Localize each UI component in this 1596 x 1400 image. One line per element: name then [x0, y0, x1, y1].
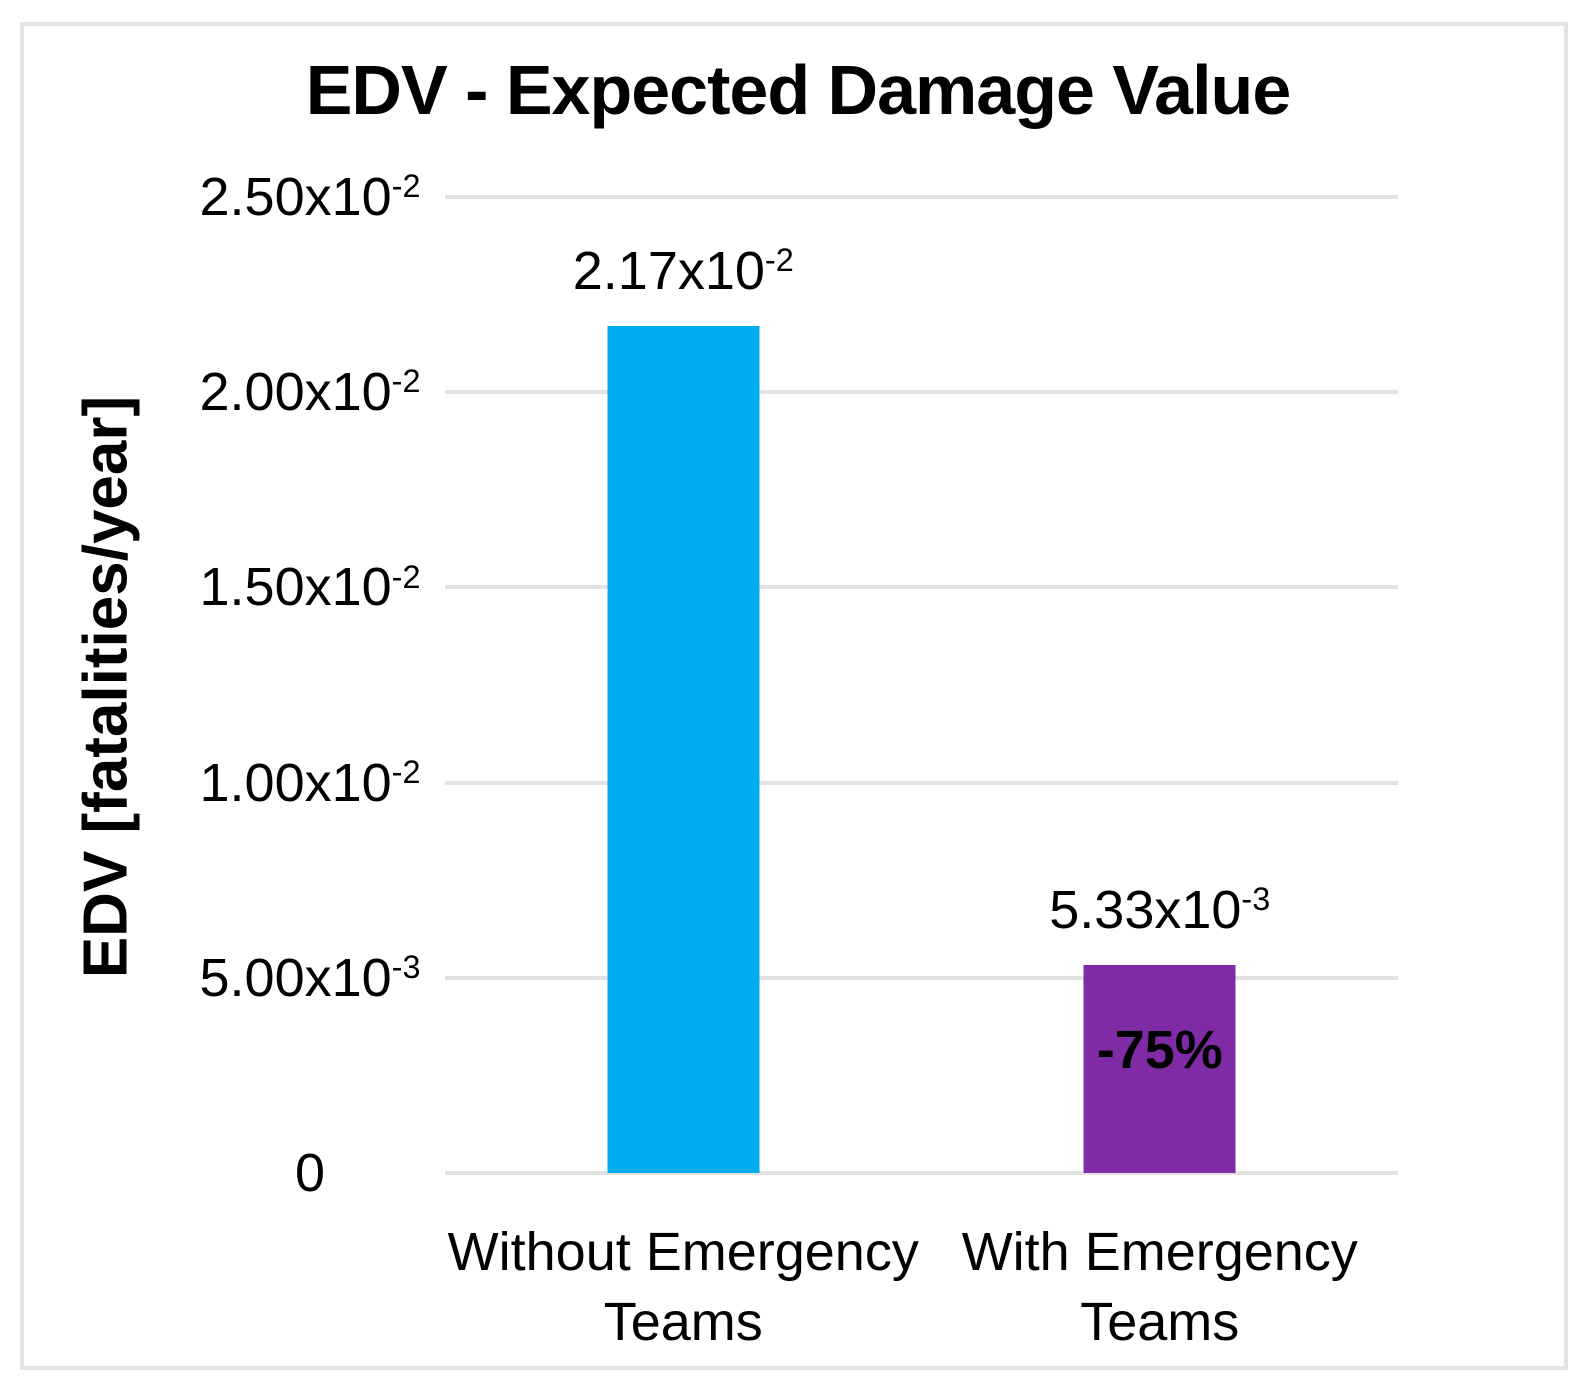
bar-value-mantissa: 2.17x10 [572, 240, 765, 301]
y-tick-label: 2.50x10-2 [95, 170, 525, 224]
y-tick-label: 2.00x10-2 [95, 365, 525, 419]
y-tick-mantissa: 5.00x10 [199, 947, 392, 1008]
x-category-label: Without Emergency Teams [447, 1222, 919, 1352]
y-tick-mantissa: 2.50x10 [199, 167, 392, 227]
gridline [445, 975, 1398, 980]
y-tick-label: 1.00x10-2 [95, 756, 525, 810]
bar-value-label: 5.33x10-3 [1049, 879, 1270, 941]
bar-without-emergency-teams [607, 325, 760, 1173]
bar-value-exponent: -2 [764, 242, 794, 279]
reduction-annotation: -75% [1096, 1019, 1223, 1080]
bar-with-emergency-teams: -75% [1083, 964, 1236, 1173]
gridline [445, 780, 1398, 785]
y-tick-label: 1.50x10-2 [95, 560, 525, 614]
y-tick-mantissa: 0 [294, 1143, 326, 1203]
y-tick-exponent: -2 [391, 753, 421, 790]
bar-value-exponent: -3 [1241, 881, 1271, 918]
y-tick-mantissa: 1.50x10 [199, 557, 392, 618]
y-tick-exponent: -2 [391, 558, 421, 595]
y-tick-exponent: -2 [391, 168, 421, 205]
y-tick-exponent: -3 [391, 948, 421, 985]
bar-value-mantissa: 5.33x10 [1049, 879, 1242, 940]
y-tick-mantissa: 2.00x10 [199, 362, 392, 423]
y-tick-exponent: -2 [391, 363, 421, 400]
bar-group-with-emergency-teams: 5.33x10-3 -75% [1049, 879, 1270, 1173]
y-tick-label: 5.00x10-3 [95, 951, 525, 1005]
gridline [445, 195, 1398, 199]
y-axis-tick-labels: 2.50x10-2 2.00x10-2 1.50x10-2 1.00x10-2 … [95, 170, 525, 1200]
gridline [445, 1171, 1398, 1175]
plot-area: 2.17x10-2 5.33x10-3 -75% [445, 195, 1398, 1175]
bar-value-label: 2.17x10-2 [573, 240, 794, 302]
y-tick-mantissa: 1.00x10 [199, 752, 392, 813]
gridline [445, 390, 1398, 395]
x-axis-category-labels: Without Emergency Teams With Emergency T… [445, 1217, 1398, 1387]
bar-group-without-emergency-teams: 2.17x10-2 [573, 240, 794, 1173]
gridline [445, 585, 1398, 590]
x-category-label: With Emergency Teams [961, 1222, 1358, 1352]
figure-border [20, 22, 1568, 1370]
y-tick-label: 0 [95, 1146, 525, 1200]
chart-title: EDV - Expected Damage Value [305, 51, 1292, 129]
